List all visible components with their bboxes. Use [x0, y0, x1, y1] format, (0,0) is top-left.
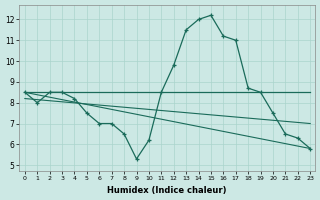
- X-axis label: Humidex (Indice chaleur): Humidex (Indice chaleur): [107, 186, 227, 195]
